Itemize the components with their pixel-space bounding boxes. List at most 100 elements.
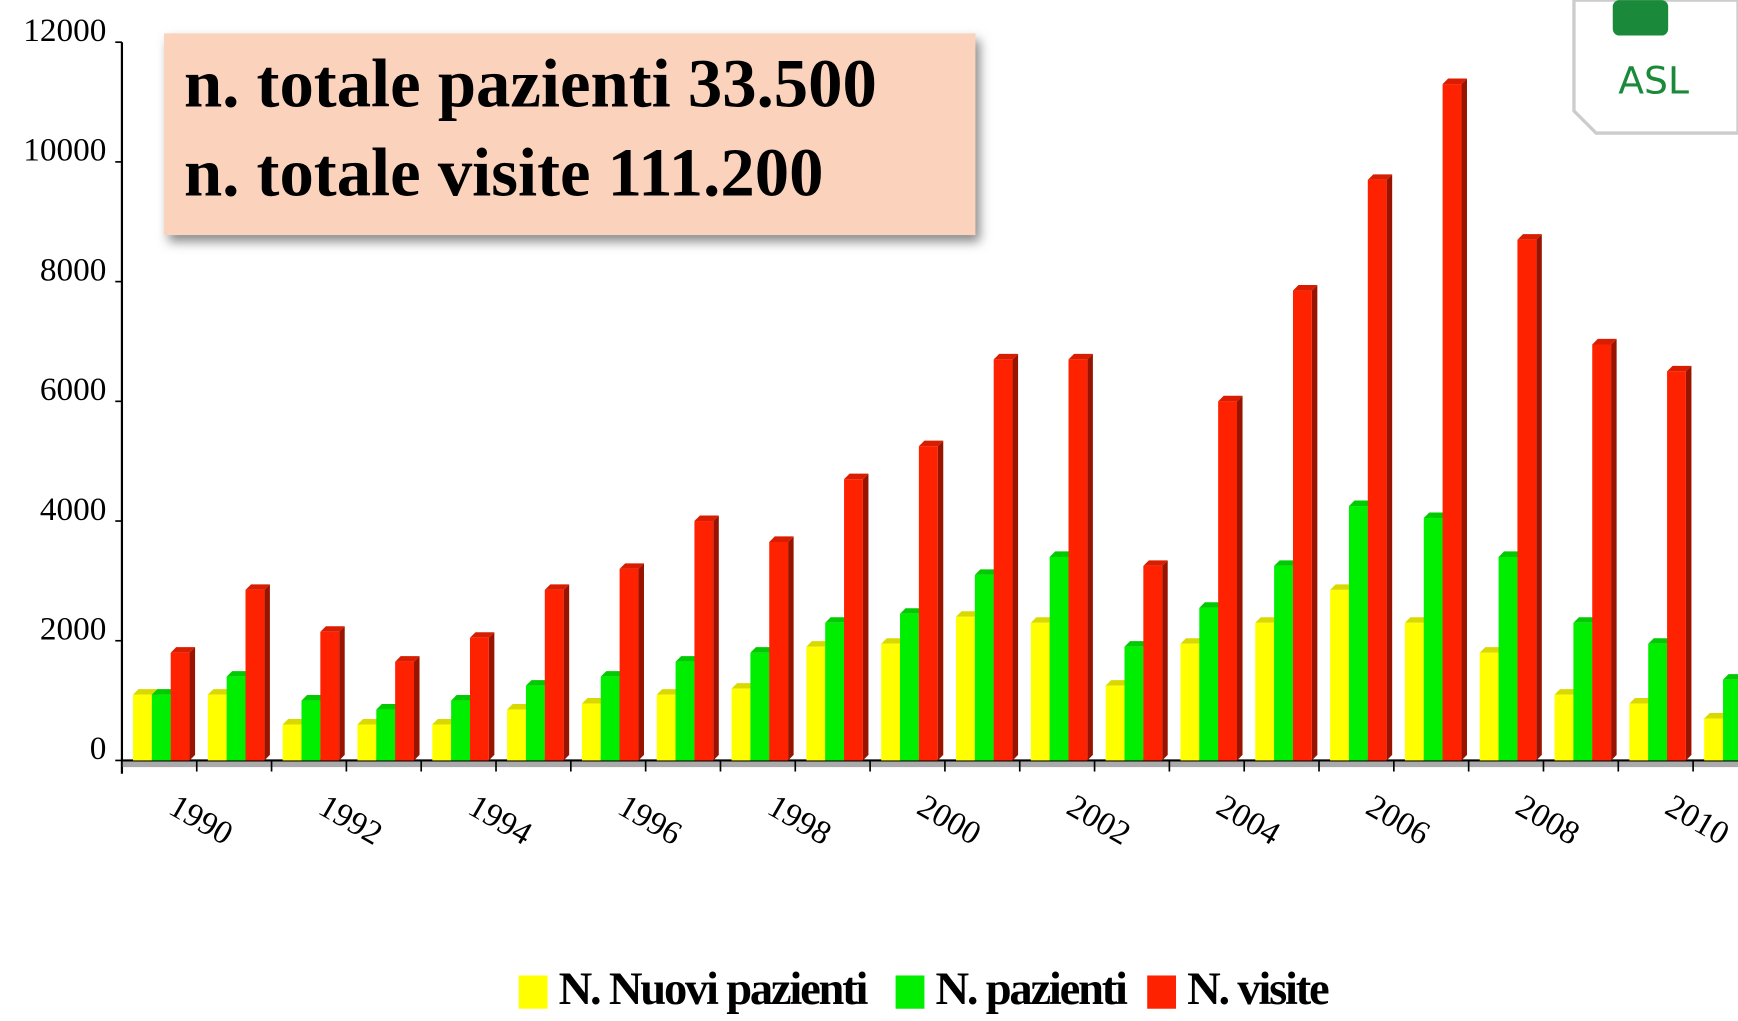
bar xyxy=(1648,643,1668,761)
annotation: n. totale pazienti 33.500 xyxy=(184,46,877,122)
bar xyxy=(1330,589,1349,761)
bar-top xyxy=(656,689,682,695)
annotation: n. totale visite 111.200 xyxy=(184,134,823,210)
bar xyxy=(282,724,302,761)
bar xyxy=(806,646,826,761)
x-tick-label: 1990 xyxy=(163,787,239,852)
bar xyxy=(600,676,620,761)
bar-top xyxy=(170,647,196,653)
legend-label: N. visite xyxy=(1187,964,1329,1015)
bar-top xyxy=(544,584,570,590)
bar-top xyxy=(395,656,420,662)
bar xyxy=(1423,518,1443,761)
bar-side xyxy=(1536,234,1542,761)
bar xyxy=(1367,179,1387,761)
bar-top xyxy=(1517,234,1542,240)
y-tick-label: 2000 xyxy=(40,610,107,647)
bar xyxy=(395,661,414,761)
bar xyxy=(357,724,377,761)
bar-side xyxy=(1685,365,1692,761)
x-tick-label: 2004 xyxy=(1210,787,1286,852)
bar-top xyxy=(956,611,981,617)
bar-top xyxy=(1124,641,1149,647)
bar xyxy=(226,676,246,761)
bar xyxy=(1274,565,1293,761)
bar-top xyxy=(1648,638,1673,644)
bar-top xyxy=(1423,512,1449,519)
y-tick-label: 10000 xyxy=(23,132,106,169)
bar-side xyxy=(788,536,794,761)
bar xyxy=(133,694,152,761)
bar xyxy=(1404,622,1424,761)
bar xyxy=(1124,646,1144,761)
bar-top xyxy=(1255,617,1280,623)
bar-top xyxy=(525,680,551,686)
bar-top xyxy=(376,704,401,710)
legend-swatch xyxy=(1147,975,1177,1009)
bar-top xyxy=(675,656,700,662)
bar xyxy=(993,359,1013,761)
bar-side xyxy=(937,440,944,761)
bar-side xyxy=(1461,78,1467,761)
x-tick-label: 1992 xyxy=(313,787,389,852)
bar-top xyxy=(1573,617,1598,623)
bar-top xyxy=(750,647,775,653)
bar-top xyxy=(993,353,1019,360)
bar-top xyxy=(1704,713,1729,719)
bar xyxy=(469,637,489,761)
bar-top xyxy=(694,515,719,522)
bar-top xyxy=(918,440,944,447)
legend-swatch xyxy=(895,975,925,1009)
bar-top xyxy=(320,626,345,632)
bar xyxy=(544,589,564,761)
x-tick-label: 2002 xyxy=(1061,787,1137,852)
bar xyxy=(170,652,190,761)
legend-label: N. pazienti xyxy=(936,964,1129,1015)
logo-text: ASL xyxy=(1618,59,1689,103)
bar-top xyxy=(469,632,495,638)
x-tick-label: 2006 xyxy=(1360,787,1436,852)
y-tick-label: 0 xyxy=(90,730,107,767)
bar-top xyxy=(1180,638,1205,644)
bar xyxy=(1255,622,1275,761)
bar-top xyxy=(731,683,756,689)
bar-top xyxy=(1498,551,1523,557)
bar-top xyxy=(301,695,326,701)
bar-top xyxy=(1049,551,1075,557)
bar-top xyxy=(1592,338,1617,345)
bar-top xyxy=(1218,395,1243,402)
bar xyxy=(1143,565,1163,761)
bar-top xyxy=(825,617,850,623)
bar xyxy=(844,479,863,761)
bar-side xyxy=(1311,285,1318,761)
bar xyxy=(619,568,639,761)
bar xyxy=(1180,643,1200,761)
bar xyxy=(432,724,452,761)
bar-top xyxy=(1629,698,1654,704)
logo: ASL xyxy=(1572,0,1738,135)
bar xyxy=(769,541,789,761)
bar xyxy=(301,700,321,761)
bar-side xyxy=(1236,395,1243,761)
annotation-box xyxy=(164,33,976,236)
bar-side xyxy=(713,515,719,761)
bar-top xyxy=(900,608,925,614)
bar xyxy=(918,446,938,761)
bar-side xyxy=(339,626,345,761)
bar xyxy=(1629,703,1649,761)
bar-top xyxy=(357,718,382,725)
bar-side xyxy=(413,656,420,761)
bar xyxy=(320,631,340,761)
x-tick-label: 1998 xyxy=(761,787,837,852)
bar-top xyxy=(974,569,1000,575)
bar xyxy=(1573,622,1593,761)
bar xyxy=(1292,290,1312,761)
bar xyxy=(376,709,396,761)
bar xyxy=(1498,556,1518,761)
bar-top xyxy=(1667,365,1692,372)
bar-side xyxy=(1611,338,1617,761)
bar xyxy=(974,574,994,761)
bar xyxy=(731,688,751,761)
